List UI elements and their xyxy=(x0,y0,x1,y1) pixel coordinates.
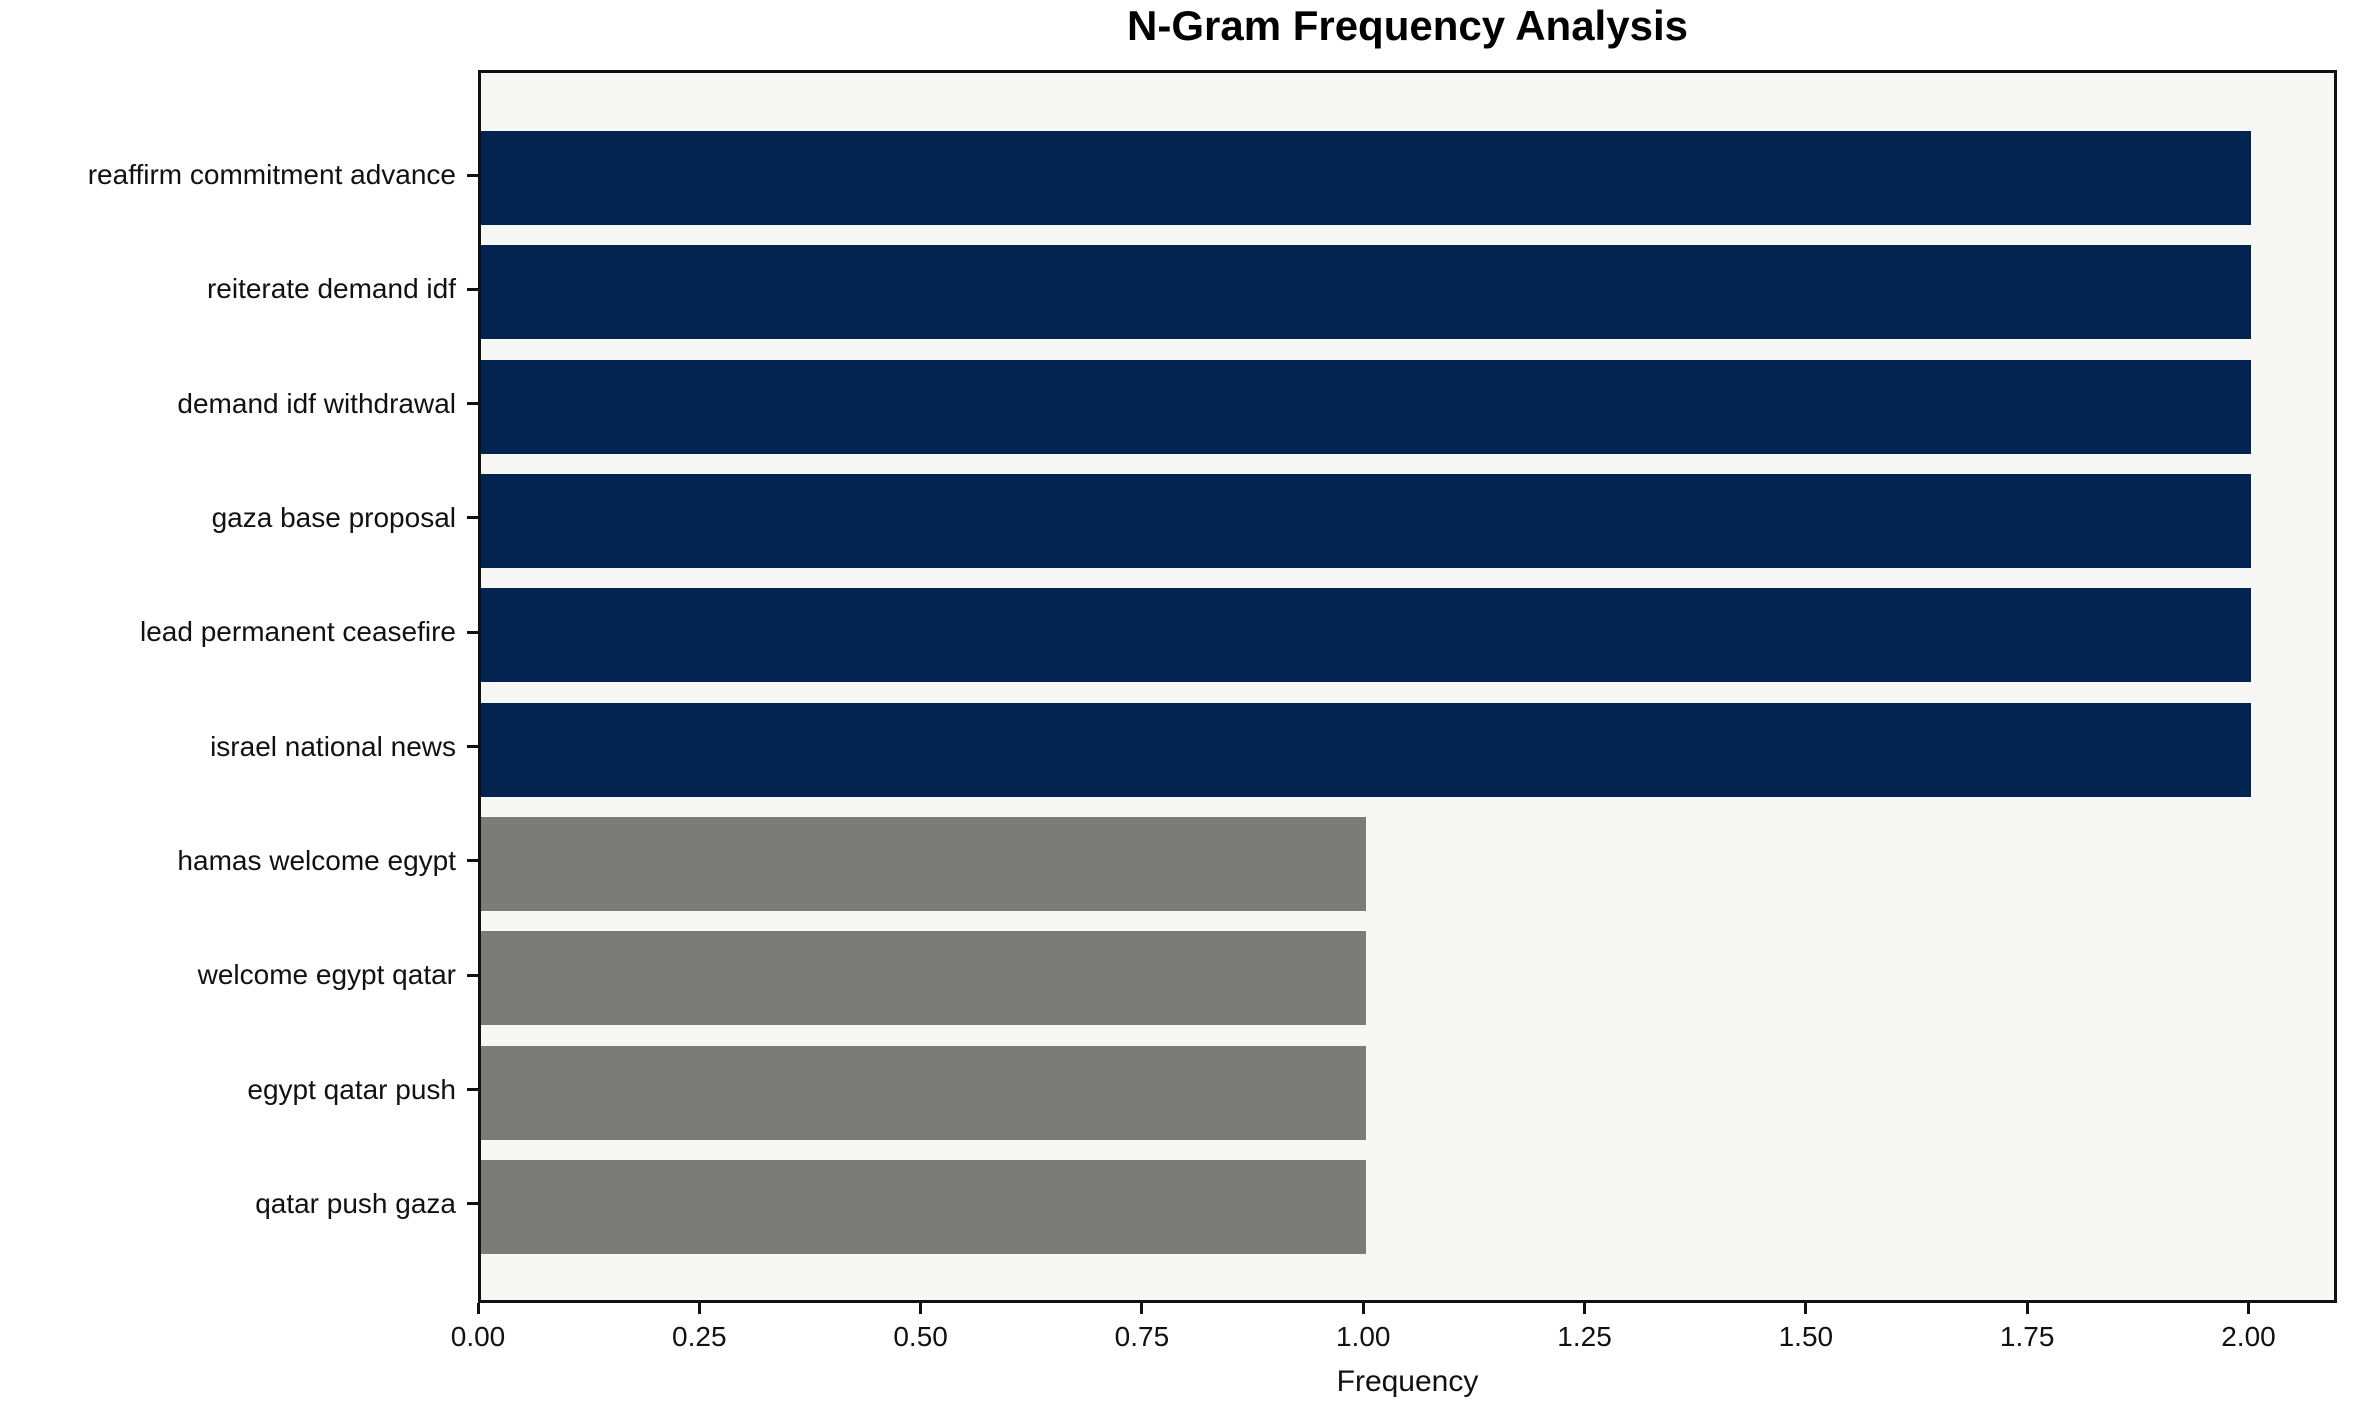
x-tick-label: 0.50 xyxy=(893,1321,948,1352)
x-tick-label: 1.00 xyxy=(1335,1321,1391,1352)
y-tick-label: qatar push gaza xyxy=(255,1187,456,1219)
bar xyxy=(481,131,2251,225)
y-tick-label: lead permanent ceasefire xyxy=(140,616,456,648)
x-tick-mark xyxy=(1361,1303,1365,1314)
x-tick-mark xyxy=(1804,1303,1808,1314)
y-tick-label: egypt qatar push xyxy=(247,1073,456,1105)
y-tick-label: hamas welcome egypt xyxy=(177,844,456,876)
y-tick-mark xyxy=(467,173,478,177)
x-tick-mark xyxy=(697,1303,701,1314)
x-tick-mark xyxy=(2025,1303,2029,1314)
x-tick-mark xyxy=(2246,1303,2250,1314)
x-tick-label: 1.50 xyxy=(1778,1321,1834,1352)
y-tick-mark xyxy=(467,859,478,863)
y-tick-mark xyxy=(467,973,478,977)
y-tick-mark xyxy=(467,630,478,634)
bar xyxy=(481,359,2251,454)
x-axis-label: Frequency xyxy=(1336,1365,1479,1398)
y-tick-mark xyxy=(467,1202,478,1206)
chart-title: N-Gram Frequency Analysis xyxy=(1127,2,1688,49)
bar xyxy=(481,588,2251,683)
y-tick-mark xyxy=(467,516,478,520)
y-tick-label: welcome egypt qatar xyxy=(197,959,456,991)
y-tick-mark xyxy=(467,402,478,406)
bar xyxy=(481,1045,1366,1140)
bar xyxy=(481,702,2251,797)
x-tick-label: 0.25 xyxy=(672,1321,727,1352)
x-tick-mark xyxy=(476,1303,480,1314)
y-tick-mark xyxy=(467,1088,478,1092)
x-tick-label: 0.00 xyxy=(450,1321,506,1352)
x-tick-mark xyxy=(1583,1303,1587,1314)
x-tick-label: 1.75 xyxy=(1999,1321,2055,1352)
y-tick-label: gaza base proposal xyxy=(211,501,456,533)
plot-area xyxy=(478,70,2337,1303)
x-tick-mark xyxy=(919,1303,923,1314)
bar xyxy=(481,473,2251,568)
bar xyxy=(481,1159,1366,1254)
x-tick-label: 1.25 xyxy=(1557,1321,1612,1352)
y-tick-label: israel national news xyxy=(210,730,456,762)
bar xyxy=(481,816,1366,911)
x-tick-label: 2.00 xyxy=(2221,1321,2276,1352)
bar xyxy=(481,931,1366,1026)
y-tick-label: reaffirm commitment advance xyxy=(87,159,456,190)
y-tick-label: demand idf withdrawal xyxy=(177,387,456,419)
y-tick-label: reiterate demand idf xyxy=(206,273,456,305)
y-tick-mark xyxy=(467,287,478,291)
y-tick-mark xyxy=(467,745,478,749)
x-tick-label: 0.75 xyxy=(1114,1321,1170,1352)
x-tick-mark xyxy=(1140,1303,1144,1314)
bar xyxy=(481,245,2251,340)
